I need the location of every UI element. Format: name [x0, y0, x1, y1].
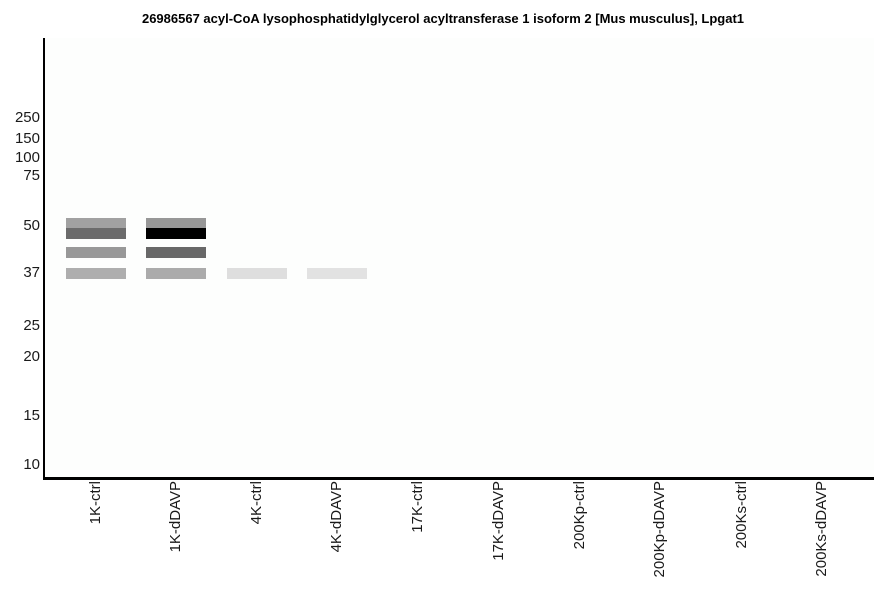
gel-band-1K-dDAVP: [146, 228, 206, 239]
gel-band-4K-dDAVP: [307, 268, 367, 279]
mw-marker-label-25: 25: [23, 317, 40, 334]
mw-marker-label-15: 15: [23, 407, 40, 424]
lane-label-1K-ctrl: 1K-ctrl: [87, 481, 104, 525]
mw-marker-label-10: 10: [23, 456, 40, 473]
gel-band-4K-ctrl: [227, 268, 287, 279]
gel-band-1K-dDAVP: [146, 218, 206, 228]
mw-marker-label-150: 150: [14, 130, 40, 147]
plot-area: [43, 38, 874, 480]
mw-marker-label-37: 37: [23, 264, 40, 281]
lane-label-17K-dDAVP: 17K-dDAVP: [490, 481, 507, 561]
gel-band-1K-ctrl: [66, 268, 126, 279]
gel-band-1K-ctrl: [66, 218, 126, 228]
gel-band-1K-ctrl: [66, 228, 126, 239]
mw-marker-label-100: 100: [14, 149, 40, 166]
lane-label-4K-ctrl: 4K-ctrl: [248, 481, 265, 525]
lane-label-1K-dDAVP: 1K-dDAVP: [167, 481, 184, 553]
mw-marker-label-50: 50: [23, 217, 40, 234]
mw-marker-label-75: 75: [23, 167, 40, 184]
gel-band-1K-dDAVP: [146, 247, 206, 258]
gel-band-1K-dDAVP: [146, 268, 206, 279]
gel-band-1K-ctrl: [66, 247, 126, 258]
lane-label-200Kp-dDAVP: 200Kp-dDAVP: [651, 481, 668, 578]
lane-label-17K-ctrl: 17K-ctrl: [409, 481, 426, 533]
lane-label-200Kp-ctrl: 200Kp-ctrl: [571, 481, 588, 550]
lane-label-200Ks-ctrl: 200Ks-ctrl: [733, 481, 750, 549]
lane-label-200Ks-dDAVP: 200Ks-dDAVP: [813, 481, 830, 577]
figure-title: 26986567 acyl-CoA lysophosphatidylglycer…: [141, 11, 745, 26]
mw-marker-label-20: 20: [23, 348, 40, 365]
lane-label-4K-dDAVP: 4K-dDAVP: [328, 481, 345, 553]
mw-marker-label-250: 250: [14, 109, 40, 126]
